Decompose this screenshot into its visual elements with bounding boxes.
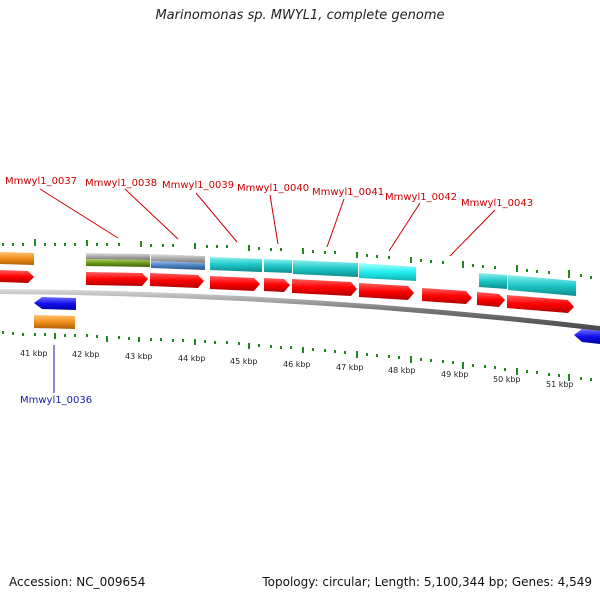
cds-arrow xyxy=(150,273,204,288)
cds-arrow xyxy=(359,283,414,300)
cds-row-forward xyxy=(0,270,574,313)
cds-arrow xyxy=(210,276,260,291)
scale-labels: 41 kbp 42 kbp 43 kbp 44 kbp 45 kbp 46 kb… xyxy=(20,349,574,389)
gene-label: Mmwyl1_0037 xyxy=(5,176,77,187)
gene-label-leaders xyxy=(39,188,496,257)
gene-label: Mmwyl1_0042 xyxy=(385,192,457,203)
scale-label: 47 kbp xyxy=(336,363,364,372)
cds-arrow xyxy=(86,272,148,286)
gene-bar-green xyxy=(86,259,150,267)
scale-label: 44 kbp xyxy=(178,354,206,363)
rna-bar-cyan xyxy=(210,257,262,272)
genome-summary-text: Topology: circular; Length: 5,100,344 bp… xyxy=(262,575,592,589)
gene-label: Mmwyl1_0041 xyxy=(312,187,384,198)
cds-arrow-reverse-blue xyxy=(574,329,600,344)
gene-bar-steelblue xyxy=(151,261,205,270)
gene-bar-orange xyxy=(0,252,34,265)
gene-label: Mmwyl1_0040 xyxy=(237,183,309,194)
gene-bar-grey xyxy=(86,253,150,260)
scale-label: 41 kbp xyxy=(20,349,48,358)
cds-arrow-reverse-blue xyxy=(34,297,76,310)
feature-row-upper xyxy=(0,252,576,296)
gene-bar-orange-lower xyxy=(34,315,75,329)
scale-label: 50 kbp xyxy=(493,375,521,384)
gene-label: Mmwyl1_0038 xyxy=(85,178,157,189)
feature-row-reverse xyxy=(34,297,600,344)
scale-label: 51 kbp xyxy=(546,380,574,389)
gene-label: Mmwyl1_0043 xyxy=(461,198,533,209)
map-title: Marinomonas sp. MWYL1, complete genome xyxy=(155,8,445,23)
cds-arrow xyxy=(0,270,34,283)
scale-label: 42 kbp xyxy=(72,350,100,359)
cds-arrow xyxy=(507,295,574,313)
genome-backbone xyxy=(0,289,600,331)
gene-labels: Mmwyl1_0037 Mmwyl1_0038 Mmwyl1_0039 Mmwy… xyxy=(5,176,533,406)
scale-label: 45 kbp xyxy=(230,357,258,366)
cds-arrow xyxy=(422,288,472,304)
accession-text: Accession: NC_009654 xyxy=(9,575,146,589)
scale-label: 46 kbp xyxy=(283,360,311,369)
scale-label: 48 kbp xyxy=(388,366,416,375)
scale-label: 43 kbp xyxy=(125,352,153,361)
gene-label: Mmwyl1_0039 xyxy=(162,180,234,191)
gene-label-blue: Mmwyl1_0036 xyxy=(20,395,92,406)
cds-arrow xyxy=(264,278,290,292)
rna-bar-cyan xyxy=(479,273,507,289)
rna-bar-cyan xyxy=(508,275,576,296)
cds-arrow xyxy=(477,292,505,307)
cds-arrow xyxy=(292,279,357,296)
rna-bar-cyan xyxy=(293,260,358,277)
rna-bar-cyan xyxy=(264,259,292,273)
gene-bar-grey xyxy=(151,254,205,263)
gc-skew-ticks-upper xyxy=(2,239,592,279)
gc-skew-ticks-lower xyxy=(2,331,592,381)
scale-label: 49 kbp xyxy=(441,370,469,379)
rna-bar-cyan-light xyxy=(359,263,416,281)
